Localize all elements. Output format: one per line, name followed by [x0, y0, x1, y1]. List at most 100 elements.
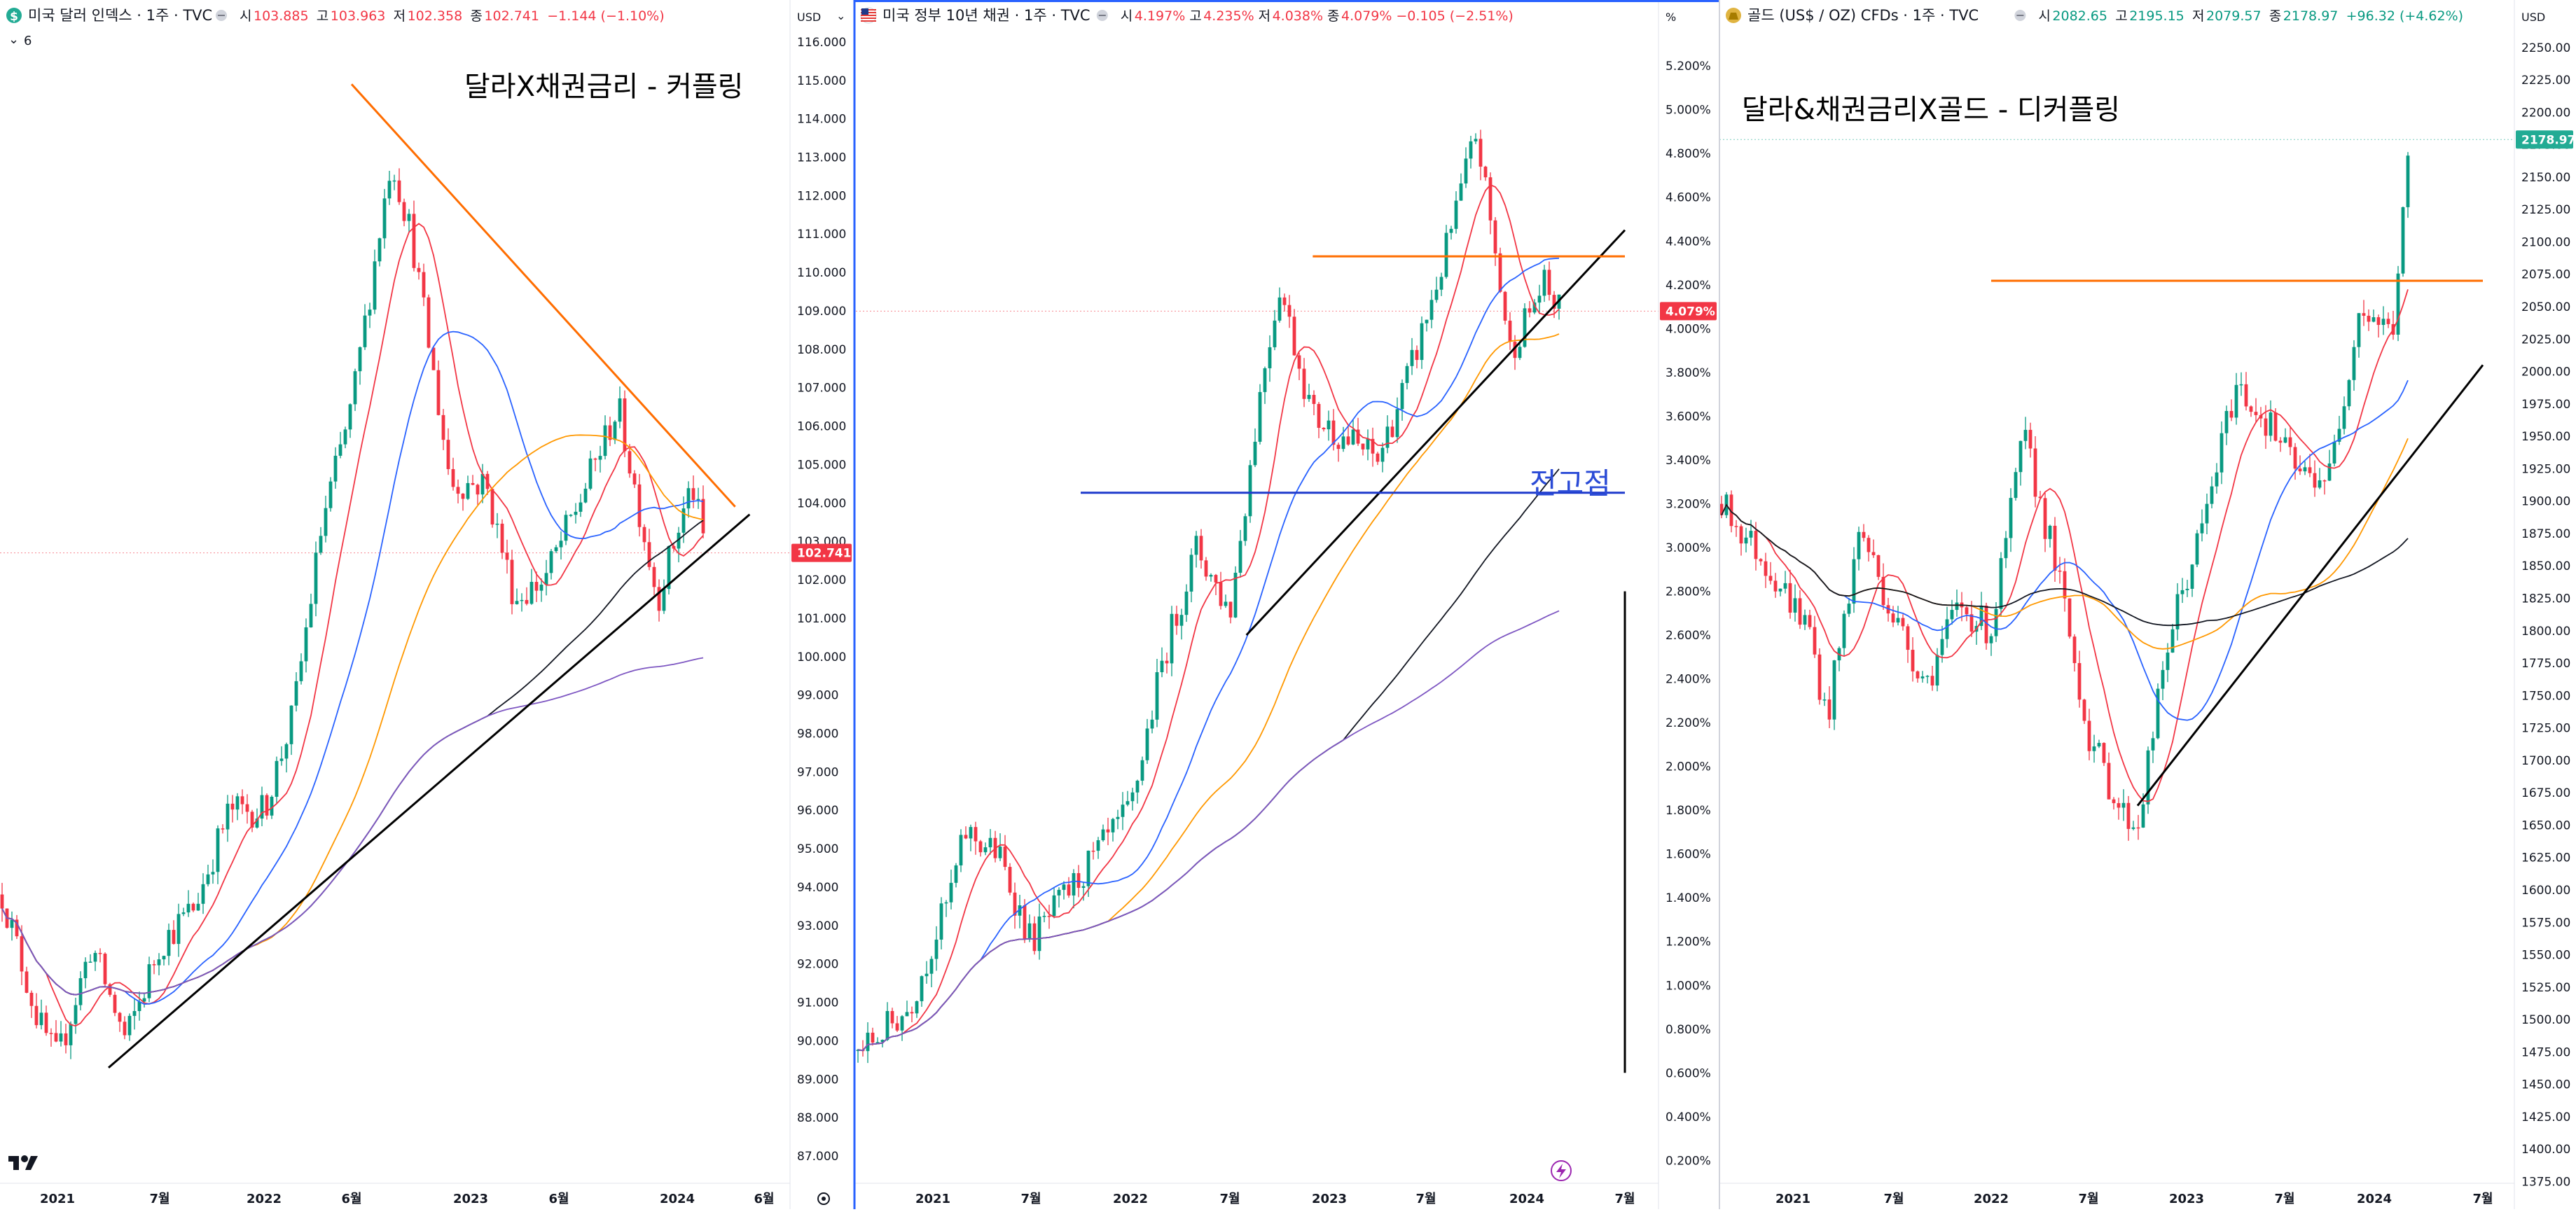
settings-gear-icon[interactable]	[817, 1192, 830, 1205]
candle-body	[871, 1032, 875, 1043]
candle-body	[2117, 803, 2121, 808]
candle-body	[441, 415, 445, 440]
price-axis-background	[1659, 0, 1719, 1209]
price-tag-box	[1660, 302, 1717, 321]
symbol-legend[interactable]: $ 미국 달러 인덱스 · 1주 · TVC 시 103.885 고 103.963 저 10…	[6, 7, 665, 48]
candle-body	[2097, 743, 2101, 747]
logo-dot	[21, 1155, 28, 1162]
candle-body	[1871, 552, 1876, 555]
candle-body	[471, 482, 475, 485]
candle-body	[1140, 760, 1144, 781]
candle-body	[1857, 531, 1861, 559]
candle-body	[211, 872, 215, 875]
y-tick-label: 106.000	[797, 420, 846, 434]
price-change: −0.105 (−2.51%)	[1396, 8, 1513, 24]
time-axis[interactable]: 2021 7월 2022 7월 2023 7월 2024 7월	[854, 1183, 1659, 1206]
x-tick-label: 2022	[1113, 1192, 1148, 1206]
candle-body	[1965, 607, 1969, 615]
candle-body	[1371, 438, 1375, 454]
candle-body	[157, 959, 161, 966]
y-tick-label: 1950.00	[2521, 430, 2570, 444]
candle-body	[1170, 613, 1174, 664]
candle-body	[34, 1005, 39, 1026]
currency-label: USD	[797, 11, 821, 24]
indicator-count[interactable]: 6	[24, 34, 32, 48]
y-tick-label: 1825.00	[2521, 592, 2570, 606]
candle-body	[954, 865, 958, 883]
tradingview-logo[interactable]: TV	[0, 0, 38, 1170]
chevron-down-icon[interactable]: ⌄	[8, 32, 19, 47]
candle-body	[1096, 840, 1100, 851]
candle-body	[890, 1010, 894, 1024]
y-tick-label: 112.000	[797, 189, 846, 203]
candle-body	[1209, 575, 1213, 577]
candle-body	[949, 882, 953, 903]
candle-body	[1336, 445, 1341, 450]
candle-body	[1135, 781, 1140, 793]
price-axis[interactable]: 0.200% 0.400% 0.600% 0.800% 1.000% 1.200% 1.40…	[1658, 0, 1719, 1209]
currency-chevron-icon[interactable]: ⌄	[836, 9, 845, 22]
candle-body	[1488, 177, 1493, 221]
candle-body	[1916, 671, 1920, 678]
x-tick-label: 2024	[1509, 1192, 1544, 1206]
candle-body	[1881, 576, 1885, 606]
time-axis[interactable]: 2021 7월 2022 6월 2023 6월 2024 6월	[0, 1183, 790, 1206]
symbol-legend[interactable]: 미국 정부 10년 채권 · 1주 · TVC 시 4.197% 고 4.235% 저 4.…	[860, 7, 1514, 24]
logo-stem	[13, 1156, 19, 1170]
x-tick-label: 2024	[660, 1192, 695, 1206]
candle-body	[83, 961, 88, 979]
y-tick-label: 1675.00	[2521, 786, 2570, 800]
candle-body	[167, 930, 171, 956]
y-tick-label: 1450.00	[2521, 1078, 2570, 1092]
candle-body	[2215, 472, 2219, 487]
candle-body	[456, 487, 460, 494]
candle-body	[103, 954, 107, 984]
candle-body	[1940, 639, 1944, 655]
candle-body	[1224, 601, 1228, 606]
candle-body	[328, 481, 333, 508]
price-axis[interactable]: 1375.00 1400.00 1425.00 1450.00 1475.00 1500.…	[2514, 0, 2576, 1209]
x-tick-label: 2022	[247, 1192, 282, 1206]
time-axis[interactable]: 2021 7월 2022 7월 2023 7월 2024 7월	[1719, 1183, 2514, 1206]
candle-body	[74, 1005, 78, 1024]
price-change: −1.144 (−1.10%)	[547, 8, 664, 24]
price-axis[interactable]: 87.000 88.000 89.000 90.000 91.000 92.000 93.0…	[789, 0, 854, 1209]
market-status-dash	[1098, 15, 1106, 16]
y-tick-label: 2050.00	[2521, 300, 2570, 314]
price-axis-background	[790, 0, 854, 1209]
y-tick-label: 3.000%	[1666, 541, 1711, 555]
y-tick-label: 4.400%	[1666, 235, 1711, 249]
candle-body	[598, 456, 602, 460]
candle-body	[920, 976, 924, 1001]
y-tick-label: 2.400%	[1666, 673, 1711, 687]
y-tick-label: 109.000	[797, 305, 846, 319]
candle-body	[1852, 559, 1856, 604]
lightning-icon[interactable]	[1551, 1160, 1572, 1181]
candle-body	[127, 1015, 132, 1036]
candle-body	[216, 828, 220, 872]
symbol-legend[interactable]: 골드 (US$ / OZ) CFDs · 1주 · TVC 시 2082.65 고 21…	[1726, 7, 2463, 24]
candle-body	[662, 589, 666, 611]
candle-body	[235, 796, 240, 810]
y-tick-label: 104.000	[797, 496, 846, 510]
flag-stripe	[861, 15, 876, 16]
y-tick-label: 89.000	[797, 1073, 838, 1087]
candle-body	[1415, 349, 1419, 361]
candle-body	[358, 347, 362, 372]
market-status-dash	[218, 15, 225, 16]
candle-body	[2170, 629, 2175, 653]
candle-body	[520, 599, 524, 601]
y-tick-label: 2.200%	[1666, 716, 1711, 730]
candle-body	[1385, 426, 1390, 448]
y-tick-label: 1775.00	[2521, 657, 2570, 671]
candle-body	[1469, 141, 1473, 159]
candle-body	[510, 559, 514, 604]
candle-body	[2048, 525, 2052, 539]
candle-body	[2141, 804, 2145, 828]
y-tick-label: 1725.00	[2521, 722, 2570, 736]
price-tag-box	[2516, 130, 2573, 149]
dollar-icon-glyph: $	[10, 10, 18, 24]
y-tick-label: 114.000	[797, 113, 846, 127]
candle-body	[978, 841, 983, 853]
candle-body	[368, 309, 372, 316]
